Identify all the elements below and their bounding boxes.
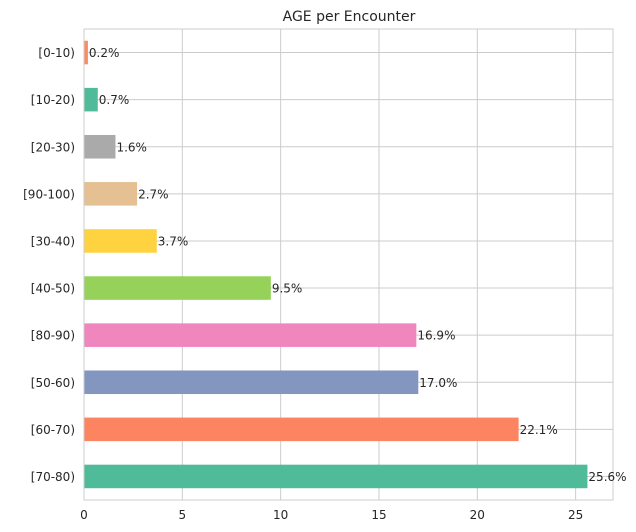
bar-value-label: 9.5%: [272, 282, 303, 296]
bar: [84, 464, 588, 489]
bar: [84, 87, 98, 112]
bar-value-label: 22.1%: [520, 423, 558, 437]
x-tick-label: 5: [179, 508, 187, 522]
y-tick-label: [90-100): [23, 187, 75, 201]
bar: [84, 229, 157, 253]
x-tick-label: 20: [470, 508, 485, 522]
bar: [84, 182, 138, 206]
bar-value-label: 16.9%: [417, 329, 455, 343]
x-tick-label: 25: [568, 508, 583, 522]
y-tick-label: [80-90): [31, 329, 75, 343]
bar: [84, 40, 88, 65]
x-tick-label: 15: [371, 508, 386, 522]
y-tick-label: [10-20): [31, 93, 75, 107]
bar-value-label: 2.7%: [138, 187, 169, 201]
bar-value-label: 0.2%: [89, 46, 120, 60]
bars: [84, 40, 588, 489]
y-tick-label: [60-70): [31, 423, 75, 437]
x-tick-label: 0: [80, 508, 88, 522]
y-tick-label: [30-40): [31, 234, 75, 248]
chart-title: AGE per Encounter: [283, 9, 416, 25]
bar: [84, 370, 419, 395]
bar-value-label: 1.6%: [116, 140, 147, 154]
data-labels: 0.2% 0.7% 1.6% 2.7% 3.7% 9.5% 16.9% 17.0% 22.1% 2…: [89, 46, 627, 484]
x-tick-label: 10: [273, 508, 288, 522]
y-tick-label: [20-30): [31, 140, 75, 154]
bar: [84, 323, 417, 347]
y-tick-label: [50-60): [31, 376, 75, 390]
plot-frame: [83, 28, 614, 501]
axes: [0-10) [10-20) [20-30) [90-100) [30-40) [40-5…: [23, 46, 583, 522]
bar-value-label: 3.7%: [158, 234, 189, 248]
bar: [84, 276, 271, 300]
y-tick-label: [0-10): [38, 46, 75, 60]
y-tick-label: [40-50): [31, 282, 75, 296]
bar-value-label: 25.6%: [588, 470, 626, 484]
bar-value-label: 17.0%: [419, 376, 457, 390]
bar-value-label: 0.7%: [99, 93, 130, 107]
bar: [84, 134, 116, 159]
y-tick-label: [70-80): [31, 470, 75, 484]
bar: [84, 417, 519, 442]
